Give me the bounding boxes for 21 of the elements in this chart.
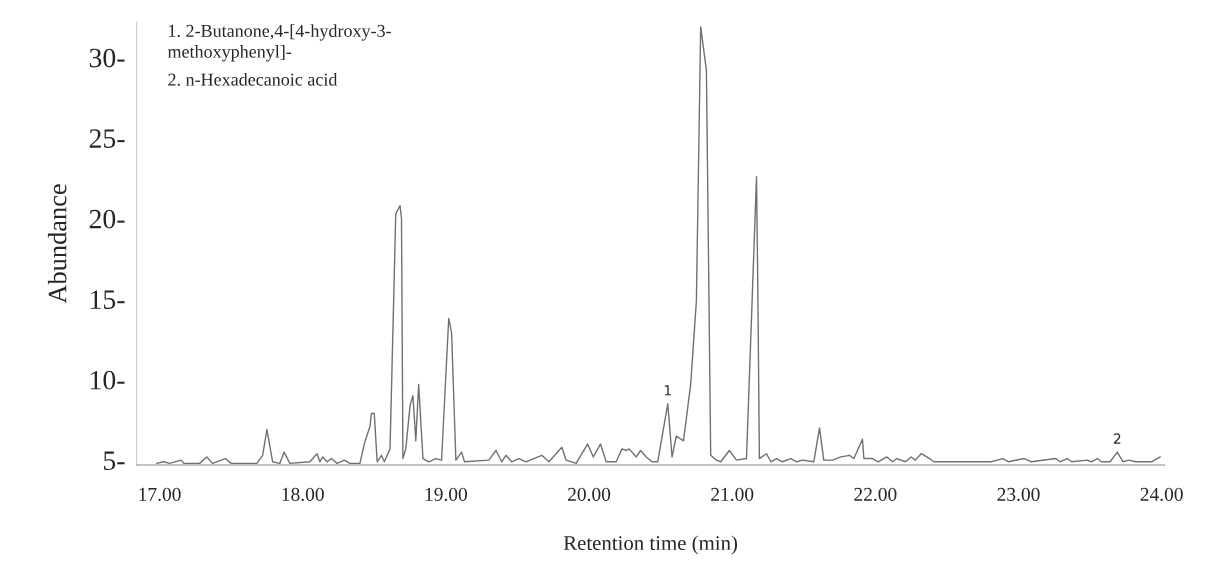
x-tick-label: 23.00	[997, 487, 1040, 501]
annotation: 2. n-Hexadecanoic acid	[168, 72, 338, 86]
y-tick-label: 10-	[90, 370, 125, 390]
x-tick-label: 21.00	[711, 487, 754, 501]
x-tick-label: 19.00	[425, 487, 467, 501]
x-tick-label: 22.00	[854, 487, 897, 501]
annotation: 2	[1113, 433, 1121, 444]
y-tick-label: 15-	[90, 290, 125, 309]
y-tick-label: 30-	[89, 48, 125, 68]
y-tick-label: 25-	[89, 129, 125, 148]
annotation: 1. 2-Butanone,4-[4-hydroxy-3- methoxyphenyl]-	[167, 24, 391, 62]
y-tick-label: 5-	[104, 451, 125, 471]
y-tick-label: 20-	[89, 209, 125, 229]
x-axis-title: Retention time (min)	[563, 535, 738, 555]
line-series	[155, 26, 1161, 465]
x-tick-label: 20.00	[568, 487, 611, 501]
x-tick-label: 17.00	[139, 487, 181, 501]
x-tick-label: 24.00	[1140, 487, 1183, 501]
y-axis-title: Abundance	[47, 184, 67, 304]
x-tick-label: 18.00	[282, 487, 324, 501]
annotation: 1	[664, 385, 671, 396]
